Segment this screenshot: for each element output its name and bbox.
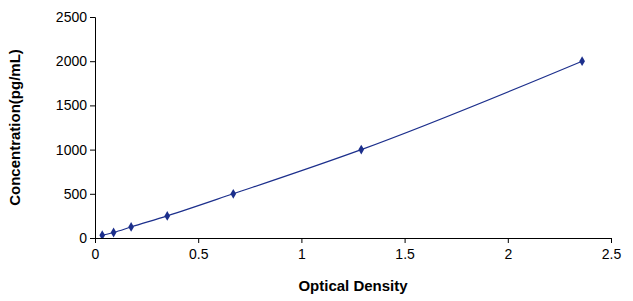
y-axis: 0 500 1000 1500 2000 2500 [56,9,96,246]
y-axis-line [90,18,96,239]
x-tick-label: 1 [298,246,306,262]
y-tick: 0 [79,230,95,246]
marker [128,222,134,232]
y-tick-label: 2500 [56,9,87,25]
y-tick-mark [90,238,95,239]
chart: 0 0.5 1 1.5 2 2.5 0 500 1000 1500 2000 2500 Optical … [0,0,633,301]
series [99,56,585,238]
y-tick-mark [90,194,95,195]
y-tick-label: 1500 [56,97,87,113]
y-tick-label: 500 [64,186,88,202]
marker [230,189,236,199]
y-tick-mark [90,105,95,106]
x-tick-mark [508,238,509,243]
x-tick-label: 1.5 [395,246,415,262]
x-tick-mark [301,238,302,243]
x-tick-mark [405,238,406,243]
y-tick: 2500 [56,9,95,25]
y-axis-title: Concentration(pg/mL) [6,49,23,206]
y-tick-mark [90,17,95,18]
marker [358,145,364,155]
x-axis-title: Optical Density [298,277,408,294]
x-tick: 2.5 [602,238,622,262]
x-tick: 2 [504,238,512,262]
x-tick-mark [611,238,612,243]
plot: 0 0.5 1 1.5 2 2.5 0 500 1000 1500 2000 2500 [56,9,622,262]
marker [164,211,170,221]
x-tick-label: 0 [92,246,100,262]
x-tick-label: 2.5 [602,246,622,262]
y-tick: 500 [64,186,95,202]
curve [102,61,582,235]
y-tick-mark [90,150,95,151]
y-tick: 2000 [56,53,95,69]
y-tick-label: 2000 [56,53,87,69]
y-tick: 1000 [56,142,95,158]
x-tick-mark [198,238,199,243]
x-tick: 1 [298,238,306,262]
x-tick: 0.5 [189,238,209,262]
marker [111,228,117,238]
x-tick-label: 2 [504,246,512,262]
y-tick-mark [90,61,95,62]
x-tick: 1.5 [395,238,415,262]
y-tick: 1500 [56,97,95,113]
x-tick-label: 0.5 [189,246,209,262]
x-axis-line [96,239,612,244]
x-tick: 0 [92,238,100,262]
marker [99,230,105,238]
y-tick-label: 1000 [56,142,87,158]
marker [579,56,585,66]
x-axis: 0 0.5 1 1.5 2 2.5 [92,238,622,262]
y-tick-label: 0 [79,230,87,246]
